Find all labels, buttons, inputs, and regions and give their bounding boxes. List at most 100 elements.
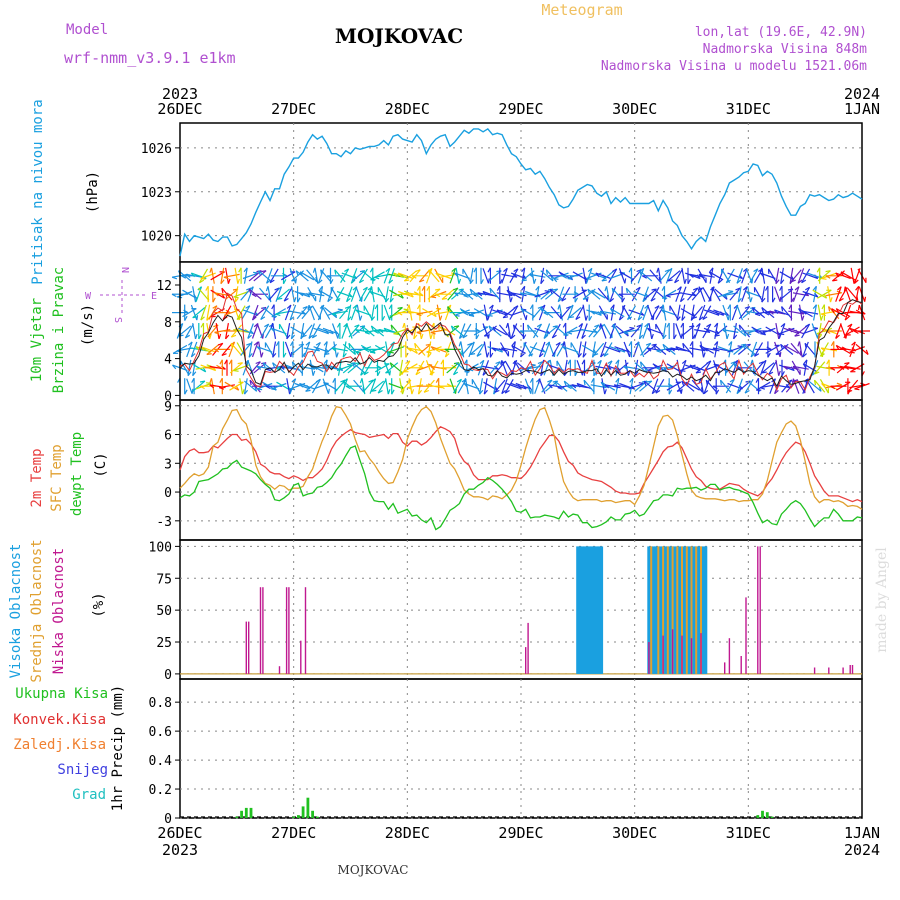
wind-barb-head: [244, 389, 249, 395]
wind-barb-head: [557, 304, 561, 310]
wind-barb: [327, 309, 343, 316]
wind-barb-head: [453, 371, 459, 376]
wind-barb: [383, 268, 391, 284]
cloud-ylabel-high: Visoka Oblacnost: [8, 544, 24, 679]
wind-barb: [690, 304, 695, 321]
wind-barb-head: [290, 351, 293, 357]
wind-barb-head: [453, 292, 459, 297]
wind-barb: [650, 286, 660, 302]
wind-barb: [817, 270, 831, 282]
wind-barb: [385, 341, 389, 358]
wind-barb: [623, 365, 640, 370]
wind-barb-head: [489, 352, 494, 358]
panel-clouds: 0 25 50 75 100: [149, 539, 863, 683]
wind-barb-head: [804, 286, 810, 291]
wind-barb-head: [567, 277, 573, 280]
wind-barb-head: [844, 365, 849, 370]
temp2m-line: [179, 426, 863, 503]
wind-barb: [759, 360, 767, 376]
wind-barb: [781, 379, 793, 393]
wind-barb: [802, 341, 809, 358]
model-altitude-text: Nadmorska Visina u modelu 1521.06m: [601, 59, 867, 74]
wind-barb-head: [214, 331, 220, 335]
dewpoint-line: [179, 445, 863, 531]
wind-barb-head: [360, 371, 365, 376]
top-day-label: 27DEC: [271, 100, 316, 118]
wind-barb-head: [199, 279, 205, 284]
wind-barb-head: [219, 377, 223, 383]
wind-barb-head: [742, 344, 746, 350]
wind-barb-head: [282, 352, 287, 358]
wind-barb-head: [458, 341, 462, 347]
wind-barb-head: [508, 332, 511, 338]
wind-barb-head: [667, 267, 673, 273]
wind-barb-head: [698, 286, 700, 292]
wind-barb-head: [463, 378, 467, 384]
wind-barb-head: [302, 305, 308, 309]
wind-barb-head: [454, 272, 459, 278]
wind-barb: [498, 324, 511, 338]
wind-barb-head: [192, 316, 198, 319]
wind-barb-head: [639, 334, 644, 340]
wind-barb: [479, 378, 483, 395]
wind-barb-head: [355, 329, 360, 334]
wind-barb: [342, 343, 356, 355]
wind-barb-head: [397, 272, 403, 278]
wind-barb-head: [209, 333, 212, 340]
wind-barb: [350, 286, 358, 302]
wind-barb: [286, 322, 291, 340]
wind-barb-head: [191, 388, 194, 394]
wind-barb-head: [282, 279, 287, 285]
pressure-frame: [179, 122, 863, 263]
wind-barb: [195, 365, 212, 370]
wind-barb: [219, 384, 236, 389]
wind-barb: [597, 287, 609, 301]
wind-barb: [355, 346, 372, 353]
wind-barb: [775, 267, 780, 284]
wind-barb-head: [754, 353, 760, 357]
high-cloud-bar: [647, 546, 651, 674]
wind-barb: [666, 381, 682, 391]
precip-ytick-label: 0.6: [149, 725, 172, 740]
precip-legend-item: Konvek.Kisa: [13, 712, 106, 728]
wind-barb: [524, 378, 532, 394]
wind-barb-head: [548, 384, 553, 389]
wind-barb-head: [591, 289, 595, 295]
wind-barb-head: [612, 268, 618, 273]
wind-barb-head: [615, 377, 620, 383]
wind-barb-head: [344, 305, 351, 309]
wind-barb: [336, 364, 353, 372]
wind-barb: [471, 378, 481, 394]
wind-barb: [667, 270, 681, 282]
precip-unit: 1hr Precip (mm): [110, 685, 126, 811]
high-cloud-bar: [697, 546, 701, 674]
wind-barb: [821, 310, 838, 315]
wind-barb: [469, 267, 474, 284]
wind-barb: [675, 323, 682, 339]
wind-barb-head: [206, 353, 212, 356]
wind-barb: [487, 304, 494, 321]
wind-barb: [733, 325, 747, 337]
wind-barb: [499, 342, 510, 357]
wind-barb: [572, 289, 588, 299]
pressure-ytick-label: 1023: [141, 186, 172, 201]
wind-barb: [397, 272, 414, 280]
wind-barb: [510, 272, 527, 280]
wind-barb-head: [636, 269, 642, 273]
wind-barb-head: [536, 323, 542, 328]
wind-barb: [642, 286, 649, 302]
wind-barb: [429, 360, 439, 376]
wind-barb: [228, 341, 236, 358]
wind-barb: [436, 304, 441, 321]
wind-barb-head: [681, 316, 686, 321]
wind-barb-head: [185, 334, 191, 339]
wind-barb-head: [511, 341, 516, 346]
wind-barb-head: [345, 323, 348, 329]
wind-barb: [243, 378, 248, 395]
wind-barb-head: [246, 360, 249, 366]
wind-barb: [417, 322, 422, 340]
wind-barb-head: [209, 378, 213, 384]
wind-barb-head: [680, 369, 686, 372]
wind-barb: [313, 327, 329, 335]
wind-barb: [483, 378, 488, 395]
